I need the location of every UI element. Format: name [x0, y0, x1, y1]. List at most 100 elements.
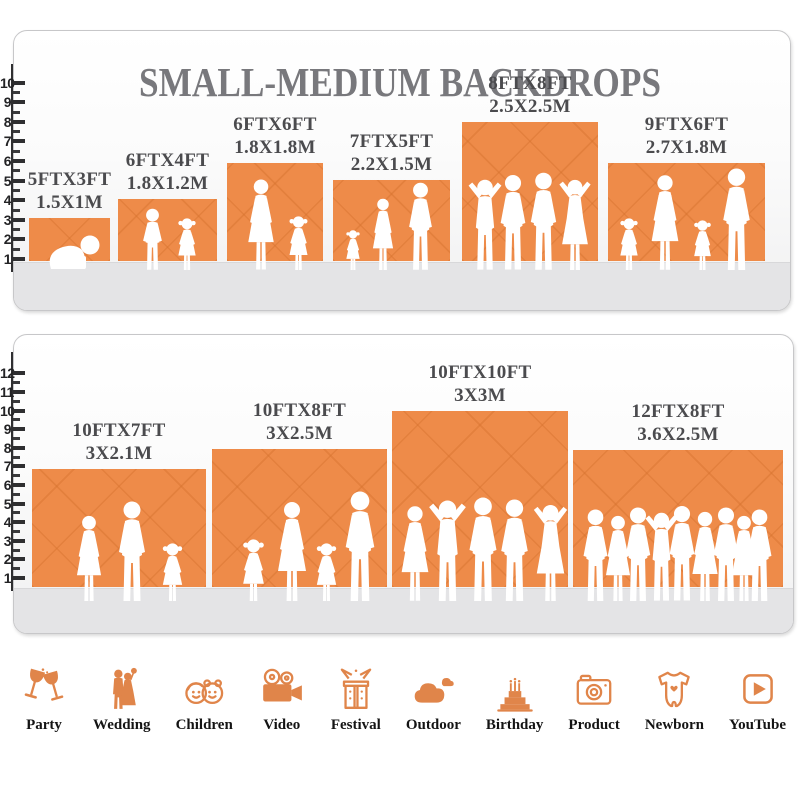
- size-meters: 2.5X2.5M: [489, 96, 571, 117]
- category-label: Children: [175, 717, 233, 733]
- backdrop-size-label: 7FTX5FT 2.2X1.5M: [292, 130, 492, 176]
- girl-silhouette: [316, 543, 337, 601]
- video-icon: [258, 662, 306, 712]
- ruler-tick-minor: [13, 455, 20, 459]
- ruler-tick-minor: [13, 474, 20, 478]
- ruler-tick-major: [13, 408, 25, 413]
- outdoor-icon: [409, 662, 457, 712]
- ruler-tick-major: [13, 557, 25, 562]
- ruler-tick-minor: [13, 208, 20, 212]
- backdrop-size-label: 9FTX6FT 2.7X1.8M: [587, 113, 787, 159]
- ruler-tick-major: [13, 80, 25, 85]
- size-meters: 3X3M: [454, 385, 506, 406]
- ruler-number: 3: [3, 211, 12, 228]
- youtube-icon: [734, 662, 782, 712]
- size-meters: 1.5X1M: [36, 192, 103, 213]
- size-feet: 10FTX7FT: [72, 420, 166, 441]
- ruler-number: 4: [3, 514, 12, 531]
- ruler-axis-line: [11, 352, 14, 591]
- party-icon: [20, 662, 68, 712]
- ruler-number: 1: [3, 570, 12, 586]
- ruler-tick-minor: [13, 188, 20, 192]
- backdrop-size-label: 6FTX6FT 1.8X1.8M: [175, 113, 375, 159]
- category-label: Party: [26, 717, 62, 733]
- ruler-tick-minor: [13, 548, 20, 552]
- girl-silhouette: [620, 218, 638, 270]
- boy-silhouette: [143, 208, 162, 270]
- ruler-number: 12: [0, 365, 15, 382]
- size-meters: 2.2X1.5M: [350, 154, 433, 175]
- ruler-tick-major: [13, 520, 25, 525]
- ruler-number: 7: [3, 458, 12, 475]
- woman-silhouette: [651, 175, 679, 270]
- backdrop-size-label: 10FTX7FT 3X2.1M: [19, 419, 219, 465]
- wedding-icon: [98, 662, 146, 712]
- children-icon: [180, 662, 228, 712]
- ruler-tick-major: [13, 501, 25, 506]
- ruler-tick-minor: [13, 511, 20, 515]
- size-feet: 10FTX8FT: [252, 400, 347, 421]
- ruler-tick-minor: [13, 567, 20, 571]
- ruler-tick-minor: [13, 418, 20, 422]
- ruler-number: 6: [3, 477, 12, 493]
- ruler-number: 5: [3, 172, 12, 189]
- category-row: Party Wedding Children Video Festival Ou…: [0, 662, 800, 734]
- man-silhouette: [747, 509, 772, 601]
- woman-silhouette: [372, 198, 394, 270]
- girl-silhouette: [289, 216, 308, 270]
- category-label: Newborn: [644, 717, 704, 733]
- ruler-number: 10: [0, 74, 15, 91]
- ruler-tick-major: [13, 159, 25, 163]
- category-label: Wedding: [93, 717, 151, 733]
- ruler-tick-major: [13, 427, 25, 432]
- size-meters: 2.7X1.8M: [645, 137, 728, 158]
- category-item-festival: Festival: [331, 662, 381, 734]
- man-silhouette: [119, 501, 145, 601]
- category-label: Festival: [330, 717, 381, 733]
- ruler-number: 11: [0, 384, 14, 400]
- girl-silhouette: [162, 543, 183, 601]
- ruler-number: 10: [0, 402, 15, 419]
- backdrop-box-6ftx4ft: [118, 199, 217, 261]
- man-silhouette: [723, 168, 750, 270]
- ruler-tick-major: [13, 257, 25, 261]
- backdrop-size-label: 10FTX8FT 3X2.5M: [200, 399, 400, 445]
- category-label: Outdoor: [405, 717, 461, 733]
- ruler-tick-minor: [13, 228, 20, 232]
- ruler-number: 3: [3, 532, 12, 549]
- floor: [14, 262, 790, 310]
- ruler-number: 4: [3, 192, 12, 209]
- man-silhouette: [345, 491, 375, 601]
- size-feet: 12FTX8FT: [631, 401, 725, 422]
- ruler-tick-minor: [13, 492, 20, 496]
- newborn-icon: [650, 662, 698, 712]
- category-item-outdoor: Outdoor: [406, 662, 461, 734]
- ruler-number: 1: [3, 251, 12, 267]
- size-meters: 1.8X1.2M: [126, 173, 209, 194]
- ruler-tick-major: [13, 445, 25, 450]
- category-item-children: Children: [176, 662, 233, 734]
- ruler-number: 9: [3, 94, 12, 111]
- size-meters: 1.8X1.8M: [234, 137, 316, 158]
- ruler-tick-major: [13, 483, 25, 487]
- ruler-number: 2: [3, 551, 12, 568]
- backdrop-size-label: 12FTX8FT 3.6X2.5M: [578, 400, 778, 446]
- ruler-number: 8: [3, 439, 12, 456]
- ruler-tick-minor: [13, 90, 20, 94]
- ruler-tick-major: [13, 119, 25, 124]
- ruler-tick-minor: [13, 110, 20, 114]
- category-item-youtube: YouTube: [729, 662, 786, 734]
- category-item-video: Video: [258, 662, 306, 734]
- ruler-tick-major: [13, 178, 25, 183]
- product-icon: [570, 662, 618, 712]
- size-feet: 6FTX4FT: [125, 150, 210, 171]
- ruler-tick-major: [13, 464, 25, 469]
- category-label: Video: [263, 717, 301, 733]
- category-label: YouTube: [729, 717, 786, 733]
- ruler-tick-major: [13, 198, 25, 203]
- ruler-tick-minor: [13, 399, 20, 403]
- ruler-tick-major: [13, 538, 25, 543]
- ruler-tick-major: [13, 237, 25, 242]
- size-meters: 3X2.1M: [85, 443, 153, 464]
- category-item-newborn: Newborn: [645, 662, 704, 734]
